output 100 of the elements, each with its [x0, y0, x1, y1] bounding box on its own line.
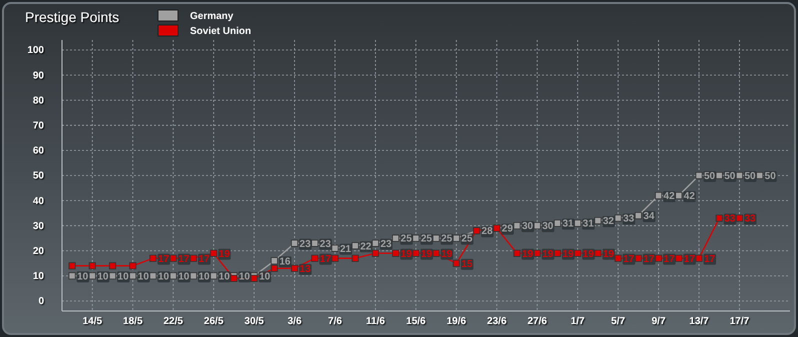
x-tick-label: 3/6: [288, 316, 302, 328]
data-label: 10: [77, 271, 89, 282]
point: [634, 254, 642, 262]
data-label: 19: [582, 248, 594, 260]
chart-title: Prestige Points: [25, 9, 120, 25]
y-tick-label: 100: [27, 45, 44, 56]
data-label: 13: [300, 264, 312, 275]
point: [270, 257, 278, 264]
data-label: 15: [461, 258, 473, 270]
point: [574, 220, 582, 227]
point: [654, 192, 662, 200]
data-label: 42: [684, 191, 696, 202]
y-tick-label: 60: [32, 146, 44, 157]
point: [190, 254, 198, 262]
point: [654, 254, 662, 262]
point: [311, 240, 318, 247]
data-label: 23: [320, 238, 332, 250]
point: [634, 212, 642, 220]
point: [534, 250, 541, 257]
point: [290, 264, 298, 272]
data-label: 23: [300, 238, 312, 250]
point: [190, 272, 198, 280]
data-label: 17: [664, 254, 676, 265]
point: [412, 234, 420, 242]
data-label: 17: [178, 254, 190, 265]
data-label: 25: [441, 234, 453, 245]
point: [311, 254, 318, 262]
data-label: 50: [724, 171, 736, 182]
point: [270, 264, 278, 272]
point: [675, 254, 682, 262]
point: [736, 172, 744, 180]
point: [230, 274, 238, 282]
point: [432, 234, 440, 242]
point: [68, 272, 76, 280]
point: [129, 262, 136, 270]
point: [250, 274, 258, 282]
data-label: 29: [502, 224, 514, 235]
y-tick-label: 20: [32, 246, 44, 257]
legend-label: Germany: [190, 11, 234, 22]
point: [513, 222, 521, 230]
x-tick-label: 15/6: [406, 316, 426, 328]
point: [108, 272, 116, 280]
point: [331, 244, 339, 252]
point: [352, 254, 359, 262]
data-label: 19: [602, 248, 614, 260]
point: [149, 254, 157, 262]
point: [716, 214, 723, 222]
point: [554, 220, 562, 227]
point: [756, 172, 764, 180]
y-tick-label: 10: [32, 271, 44, 282]
y-tick-label: 80: [32, 95, 44, 106]
data-label: 17: [158, 254, 170, 265]
x-tick-label: 11/6: [366, 316, 386, 328]
point: [452, 260, 460, 267]
point: [149, 272, 157, 280]
data-label: 19: [562, 248, 574, 260]
data-label: 19: [420, 248, 432, 260]
data-label: 31: [562, 218, 574, 230]
point: [331, 254, 339, 262]
point: [614, 214, 622, 222]
data-label: 19: [522, 248, 534, 260]
point: [513, 250, 521, 257]
x-tick-label: 1/7: [570, 316, 586, 328]
x-tick-label: 19/6: [446, 316, 466, 328]
data-label: 19: [542, 248, 554, 260]
x-tick-label: 26/5: [204, 316, 224, 328]
x-tick-label: 27/6: [527, 316, 548, 328]
data-label: 10: [97, 271, 109, 282]
data-label: 17: [704, 254, 716, 265]
y-tick-label: 40: [32, 196, 44, 207]
data-label: 19: [400, 248, 412, 260]
data-label: 10: [238, 271, 250, 282]
data-label: 16: [279, 256, 291, 268]
data-label: 17: [684, 254, 696, 265]
point: [372, 250, 380, 257]
point: [534, 222, 541, 230]
point: [68, 262, 76, 270]
data-label: 42: [664, 191, 676, 202]
data-label: 10: [178, 271, 190, 282]
y-tick-label: 90: [32, 70, 44, 82]
data-label: 33: [623, 214, 635, 225]
point: [392, 234, 400, 242]
x-tick-label: 22/5: [163, 316, 184, 328]
data-label: 10: [118, 271, 130, 282]
point: [210, 272, 218, 280]
data-label: 22: [360, 241, 372, 252]
data-label: 21: [340, 244, 352, 255]
x-tick-label: 5/7: [611, 316, 626, 328]
point: [594, 250, 602, 257]
data-label: 50: [764, 171, 776, 182]
y-tick-label: 0: [38, 296, 44, 308]
point: [594, 217, 602, 224]
data-label: 17: [643, 254, 655, 265]
data-label: 25: [400, 234, 412, 245]
data-label: 19: [218, 248, 230, 260]
point: [170, 254, 177, 262]
x-tick-label: 7/6: [328, 316, 342, 328]
x-tick-label: 9/7: [652, 316, 666, 328]
point: [432, 250, 440, 257]
data-label: 28: [482, 226, 494, 238]
